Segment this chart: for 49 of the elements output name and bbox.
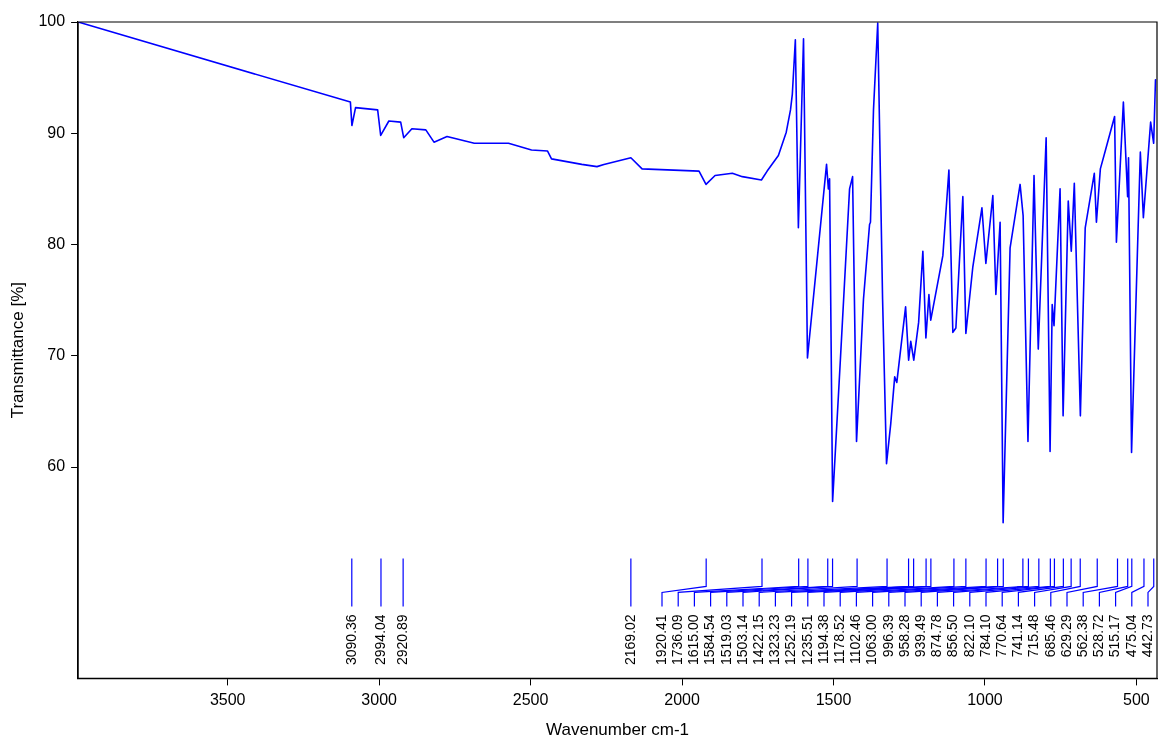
- annotation: 1503.14: [733, 614, 750, 666]
- annotation: 939.49: [912, 614, 929, 658]
- x-tick-label: 500: [1123, 691, 1150, 709]
- x-axis-title: Wavenumber cm-1: [546, 720, 690, 740]
- annotation: 856.50: [944, 614, 961, 658]
- annotation: 1920.41: [652, 614, 669, 666]
- annotation: 1194.38: [814, 614, 831, 664]
- annotation: 1102.46: [847, 614, 864, 664]
- annotation: 2994.04: [371, 614, 388, 666]
- annotation: 685.46: [1041, 614, 1058, 658]
- y-tick-label: 70: [47, 346, 66, 364]
- annotation: 562.38: [1074, 614, 1091, 658]
- x-tick-label: 1500: [815, 691, 852, 709]
- annotation: 442.73: [1138, 614, 1155, 658]
- annotation: 741.14: [1009, 614, 1026, 658]
- x-tick-label: 3500: [209, 691, 246, 709]
- annotation: 1736.09: [669, 614, 686, 666]
- annotation: 784.10: [976, 614, 993, 658]
- y-tick-label: 60: [47, 457, 66, 475]
- y-axis-title: Transmittance [%]: [7, 282, 27, 419]
- annotation: 1063.00: [863, 614, 880, 666]
- annotation: 475.04: [1122, 614, 1139, 658]
- annotation: 528.72: [1090, 614, 1107, 658]
- annotation: 1252.19: [782, 614, 799, 666]
- annotation: 770.64: [993, 614, 1010, 658]
- annotation: 874.78: [928, 614, 945, 658]
- annotation: 1584.54: [701, 614, 718, 666]
- annotation: 629.29: [1057, 614, 1074, 658]
- x-tick-label: 1000: [967, 691, 1003, 709]
- annotation: 715.48: [1025, 614, 1042, 658]
- annotation: 822.10: [960, 614, 977, 658]
- annotation: 1615.00: [685, 614, 702, 666]
- annotation: 1323.23: [766, 614, 783, 666]
- annotation: 1422.15: [750, 614, 767, 666]
- annotation: 1235.51: [798, 614, 815, 666]
- annotation: 996.39: [879, 614, 896, 658]
- x-tick-label: 3000: [361, 691, 398, 709]
- y-tick-label: 90: [47, 123, 66, 141]
- x-tick-label: 2000: [664, 691, 700, 709]
- annotation: 1178.52: [831, 614, 848, 664]
- annotation: 1519.03: [717, 614, 734, 666]
- y-tick-label: 80: [47, 234, 66, 252]
- annotation: 3090.36: [342, 614, 359, 666]
- annotation: 2920.89: [393, 614, 410, 666]
- annotation: 2169.02: [621, 614, 638, 666]
- annotation: 515.17: [1106, 614, 1123, 658]
- annotation: 958.28: [895, 614, 912, 658]
- x-tick-label: 2500: [512, 691, 549, 709]
- y-tick-label: 100: [38, 12, 66, 30]
